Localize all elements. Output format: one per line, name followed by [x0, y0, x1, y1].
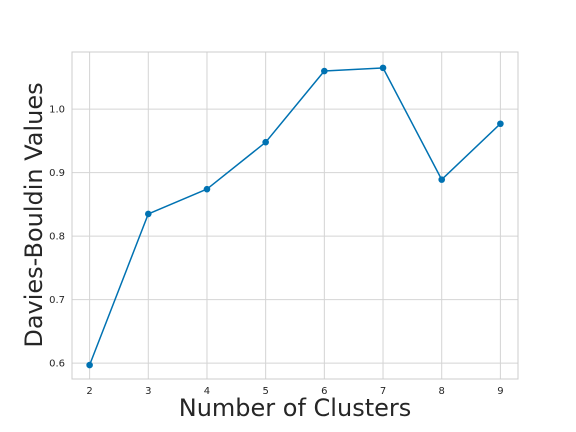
data-point [144, 210, 152, 218]
plot-area [72, 52, 518, 379]
y-tick-label: 0.7 [49, 295, 65, 306]
x-tick-label: 8 [439, 386, 445, 397]
x-tick-label: 6 [321, 386, 327, 397]
y-tick-label: 0.8 [49, 232, 65, 243]
x-tick-labels: 2 3 4 5 6 7 8 9 [86, 386, 503, 397]
series-line [88, 67, 501, 366]
data-point [379, 64, 387, 72]
data-point [438, 176, 446, 183]
y-tick-label: 0.9 [49, 168, 65, 179]
y-tick-label: 1.0 [49, 105, 65, 116]
x-tick-label: 3 [145, 386, 151, 397]
data-point [262, 138, 269, 146]
x-tick-label: 5 [262, 386, 268, 397]
data-point [86, 361, 93, 369]
x-axis-title: Number of Clusters [179, 394, 412, 422]
x-tick-label: 4 [204, 386, 210, 397]
y-tick-labels: 0.6 0.7 0.8 0.9 1.0 [49, 105, 65, 370]
x-tick-label: 2 [86, 386, 92, 397]
axes-frame [71, 51, 519, 380]
grid [72, 52, 518, 379]
series [86, 64, 504, 369]
data-point [321, 67, 328, 75]
y-tick-label: 0.6 [49, 359, 65, 370]
x-tick-label: 7 [380, 386, 386, 397]
x-tick-label: 9 [497, 386, 503, 397]
y-axis-title: Davies-Bouldin Values [20, 82, 48, 347]
data-point [203, 185, 211, 193]
data-point [497, 120, 504, 128]
